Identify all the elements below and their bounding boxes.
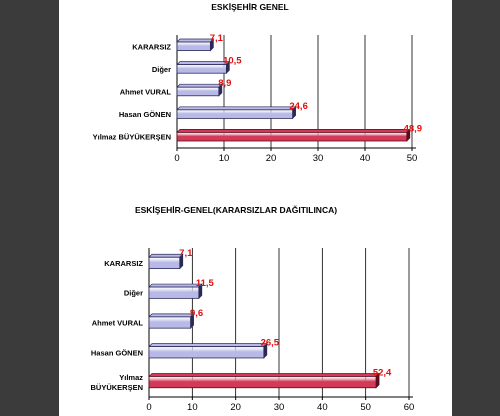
x-tick-label: 20 (266, 153, 277, 164)
chart-title: ESKİŞEHİR GENEL (211, 2, 288, 12)
value-label: 48,9 (404, 123, 423, 134)
bar-top-face (148, 313, 195, 318)
bar-top-face (148, 253, 184, 258)
category-label: Hasan GÖNEN (119, 110, 171, 119)
x-tick-label: 10 (187, 402, 198, 413)
chart-eskisehir-genel: ESKİŞEHİR GENEL 0 10 20 30 40 50 KARARSIZ 7,1 Di… (93, 2, 422, 164)
category-label: Ahmet VURAL (92, 319, 144, 328)
category-label: Diğer (152, 65, 171, 74)
x-tick-label: 40 (360, 153, 371, 164)
bar (176, 132, 408, 142)
x-tick-label: 0 (174, 153, 179, 164)
value-label: 7,1 (210, 33, 224, 44)
chart-eskisehir-genel-dagitilinca: ESKİŞEHİR-GENEL(KARARSIZLAR DAĞITILINCA)… (90, 204, 414, 413)
x-tick-label: 50 (407, 153, 418, 164)
value-label: 52,4 (373, 367, 392, 378)
category-label: KARARSIZ (104, 259, 143, 268)
viewer-background-right (452, 0, 500, 416)
x-tick-label: 60 (404, 402, 415, 413)
bar-top-face (176, 38, 215, 43)
value-label: 11,5 (196, 278, 215, 289)
x-tick-label: 30 (274, 402, 285, 413)
x-tick-label: 10 (219, 153, 230, 164)
category-label: Hasan GÖNEN (91, 348, 143, 357)
category-label: Diğer (124, 289, 143, 298)
bar (148, 346, 265, 359)
bar (176, 109, 294, 119)
bar-top-face (148, 343, 268, 347)
bar (148, 316, 191, 329)
bar (148, 376, 377, 389)
viewer-background-left (0, 0, 59, 416)
bar-top-face (148, 373, 380, 377)
bar (176, 41, 211, 51)
bar (176, 86, 220, 97)
category-label: KARARSIZ (132, 42, 171, 51)
x-tick-label: 30 (313, 153, 324, 164)
category-label: Ahmet VURAL (120, 88, 172, 97)
bar (148, 286, 200, 299)
bar-top-face (148, 283, 203, 288)
value-label: 24,6 (289, 101, 308, 112)
bar (148, 256, 181, 269)
value-label: 10,5 (223, 56, 242, 67)
bar-top-face (176, 83, 223, 88)
value-label: 8,9 (218, 78, 231, 89)
value-label: 9,6 (190, 308, 203, 319)
x-tick-label: 0 (146, 402, 151, 413)
value-label: 26,5 (261, 338, 280, 349)
category-label: Yılmaz BÜYÜKERŞEN (90, 373, 143, 392)
x-tick-label: 50 (360, 402, 371, 413)
x-tick-label: 40 (317, 402, 328, 413)
bar (176, 64, 227, 74)
chart-title: ESKİŞEHİR-GENEL(KARARSIZLAR DAĞITILINCA) (135, 204, 337, 215)
x-tick-label: 20 (230, 402, 241, 413)
bar-top-face (176, 106, 297, 111)
category-label: Yılmaz BÜYÜKERŞEN (93, 133, 171, 142)
bar-top-face (176, 61, 231, 65)
bar-top-face (176, 129, 411, 133)
value-label: 7,1 (179, 248, 193, 259)
